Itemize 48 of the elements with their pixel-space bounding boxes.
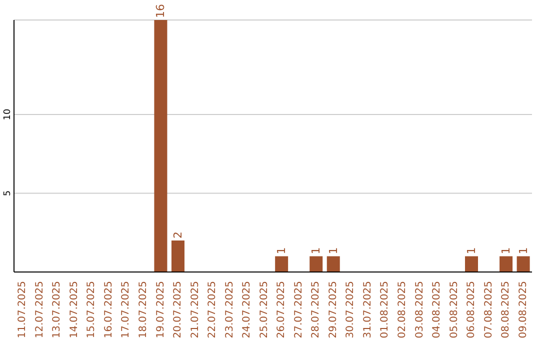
data-label: 1 [310,247,323,254]
x-tick-label: 08.08.2025 [500,281,512,338]
x-tick-label: 11.07.2025 [17,281,28,338]
x-tick-label: 27.07.2025 [293,281,304,338]
x-tick-label: 28.07.2025 [310,281,322,338]
x-tick-label: 02.08.2025 [397,281,408,338]
x-tick-label: 12.07.2025 [34,281,46,338]
x-tick-label: 30.07.2025 [345,281,356,338]
data-label: 1 [465,247,478,254]
bar [275,256,288,272]
x-tick-label: 31.07.2025 [362,281,374,338]
x-tick-label: 25.07.2025 [258,281,270,338]
y-tick-label: 10 [3,108,13,120]
x-tick-label: 24.07.2025 [242,281,253,338]
x-tick-label: 03.08.2025 [414,281,426,338]
x-tick-label: 21.07.2025 [190,281,201,338]
bar [465,256,478,272]
x-tick-label: 15.07.2025 [86,281,98,338]
x-tick-label: 20.07.2025 [172,281,184,338]
x-tick-label: 18.07.2025 [138,281,149,338]
bar [326,256,340,272]
data-label: 1 [516,247,530,254]
data-label: 16 [154,4,168,18]
y-tick-label: 5 [3,190,13,196]
x-tick-label: 17.07.2025 [120,281,132,338]
bar [310,256,323,272]
data-label: 1 [326,247,340,254]
data-label: 1 [500,247,513,254]
x-tick-label: 14.07.2025 [68,281,80,338]
data-label: 1 [275,247,288,254]
x-tick-label: 26.07.2025 [276,281,288,338]
bar [171,240,184,272]
x-tick-label: 22.07.2025 [207,281,218,338]
data-label: 2 [171,232,184,238]
x-tick-label: 16.07.2025 [103,281,114,338]
x-tick-label: 05.08.2025 [448,281,460,338]
x-tick-label: 09.08.2025 [518,281,529,338]
x-tick-label: 23.07.2025 [224,281,236,338]
x-tick-label: 07.08.2025 [483,281,494,338]
x-tick-label: 06.08.2025 [466,281,478,338]
x-tick-label: 19.07.2025 [155,281,166,338]
x-tick-label: 04.08.2025 [432,281,443,338]
x-tick-label: 01.08.2025 [380,281,391,338]
bar [500,256,513,272]
bar [516,256,530,272]
x-tick-label: 13.07.2025 [52,281,63,338]
x-tick-label: 29.07.2025 [328,281,339,338]
bar [154,20,168,272]
